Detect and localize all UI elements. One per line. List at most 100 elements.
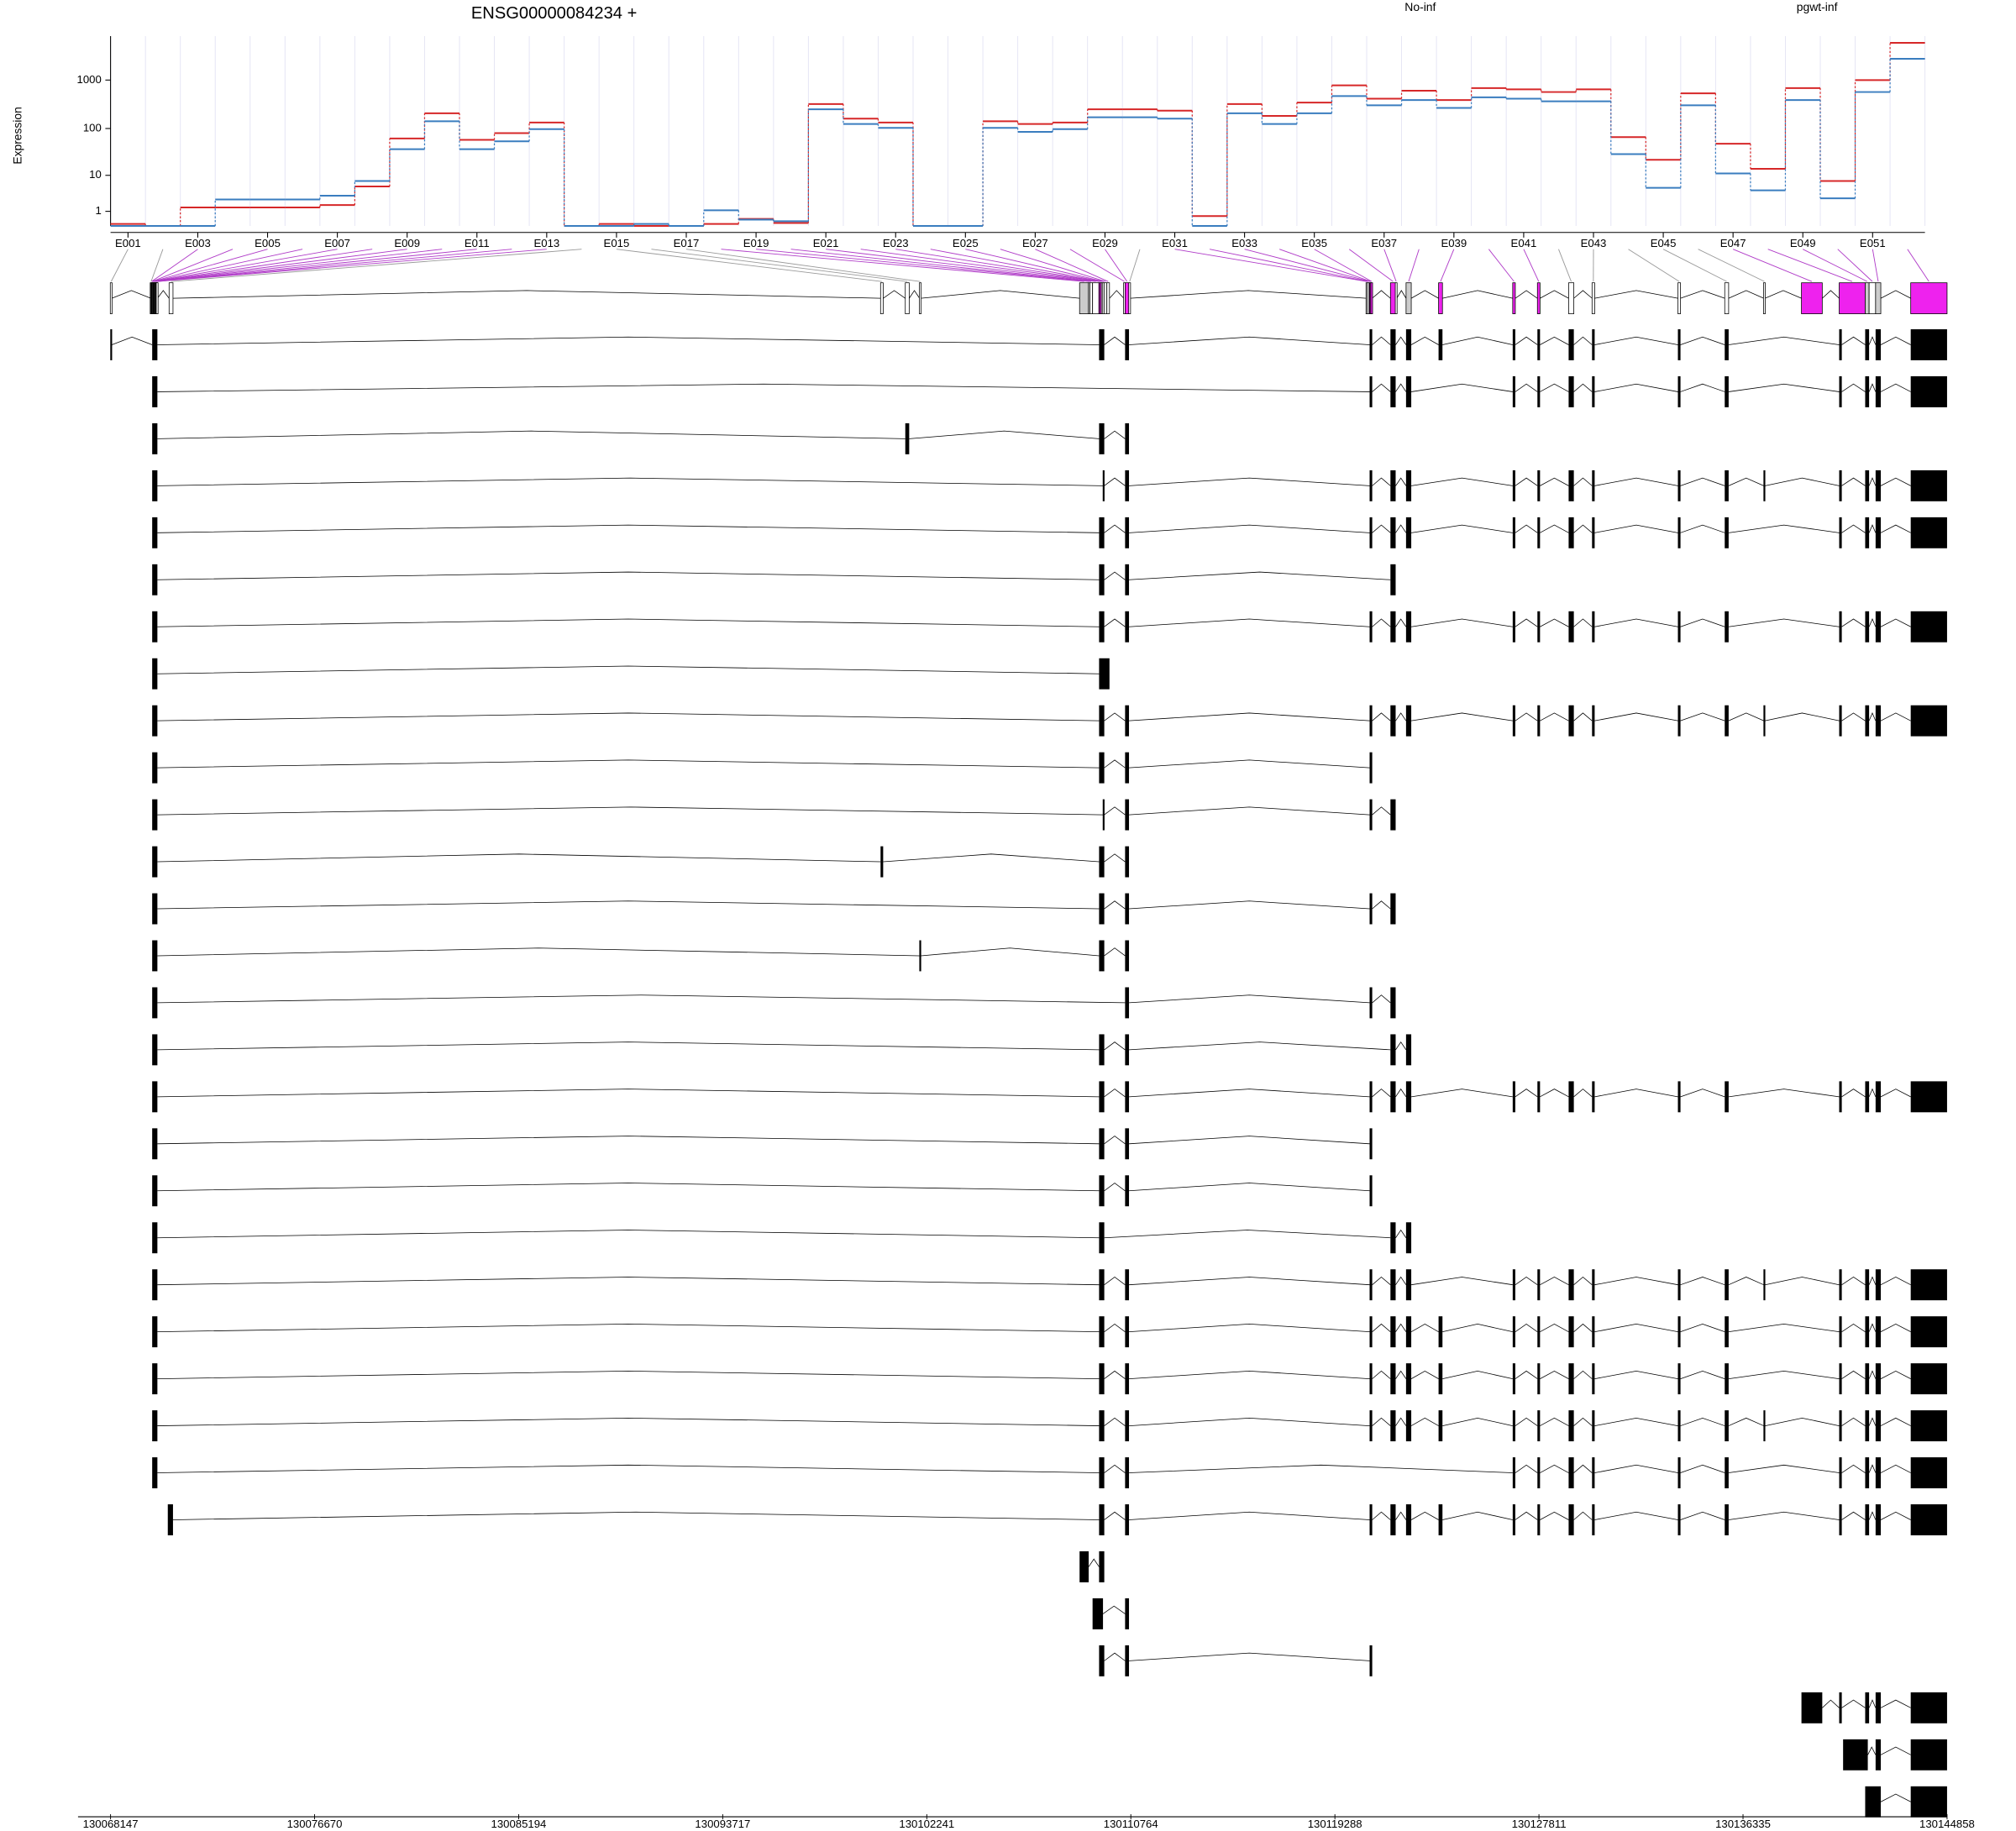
intron <box>1880 290 1911 299</box>
intron <box>157 430 906 439</box>
transcript-exon <box>1099 940 1105 972</box>
transcript-exon <box>1405 1363 1412 1395</box>
transcript-exon <box>1875 1410 1882 1442</box>
intron <box>1822 1699 1840 1708</box>
transcript-exon <box>1438 329 1443 360</box>
intron <box>1765 712 1840 721</box>
intron <box>1594 1464 1678 1473</box>
transcript-exon <box>1568 1504 1574 1535</box>
transcript-exon <box>1125 517 1130 548</box>
transcript-exon <box>1099 329 1105 360</box>
intron <box>1130 290 1367 299</box>
intron <box>157 1464 1100 1473</box>
exon-link <box>1732 249 1813 282</box>
intron <box>1841 1417 1866 1426</box>
intron <box>1880 383 1911 392</box>
intron <box>1728 1324 1840 1333</box>
transcript-exon <box>1725 1363 1729 1395</box>
exon-label: E011 <box>465 237 490 249</box>
intron <box>1540 1323 1569 1332</box>
transcript-exon <box>1865 1457 1870 1488</box>
transcript-exon <box>1592 470 1595 501</box>
transcript-exon <box>1099 1504 1105 1535</box>
transcript-exon <box>1910 611 1947 643</box>
transcript-exon <box>1910 705 1947 737</box>
transcript-exon <box>1537 611 1541 643</box>
transcript-exon <box>1390 1410 1396 1442</box>
intron <box>1841 524 1866 533</box>
exon-link <box>1698 249 1765 282</box>
intron <box>1411 524 1513 533</box>
intron <box>1868 1464 1877 1473</box>
intron <box>1104 1183 1126 1192</box>
intron <box>1594 1089 1678 1098</box>
transcript-exon <box>1405 1316 1412 1348</box>
intron <box>1410 1417 1439 1426</box>
x-tick-label: 130085194 <box>491 1818 547 1830</box>
transcript-exon <box>1839 1363 1842 1395</box>
transcript-exon <box>1865 1316 1870 1348</box>
intron <box>909 430 1100 439</box>
intron <box>157 290 170 299</box>
transcript-exon <box>1369 1081 1373 1113</box>
transcript-exon <box>152 611 158 643</box>
intron <box>1395 1370 1407 1379</box>
transcript-exon <box>1910 1457 1947 1488</box>
intron <box>1573 524 1593 533</box>
transcript-exon <box>1099 1175 1105 1207</box>
intron <box>1395 1323 1407 1332</box>
transcript-exon <box>1677 1269 1681 1301</box>
transcript-exon <box>1390 893 1396 925</box>
transcript-exon <box>1725 1457 1729 1488</box>
intron <box>1395 1229 1407 1238</box>
transcript-exon <box>1369 799 1373 831</box>
exon-link <box>154 249 373 282</box>
intron <box>1680 477 1725 486</box>
transcript-exon <box>152 705 158 737</box>
exon-link <box>1872 249 1879 282</box>
transcript-exon <box>1099 752 1105 784</box>
intron <box>1680 1089 1725 1098</box>
intron <box>1372 806 1391 816</box>
transcript-exon <box>1875 1739 1882 1771</box>
transcript-exon <box>1099 1410 1105 1442</box>
transcript-exon <box>1592 375 1595 407</box>
intron <box>1594 524 1678 533</box>
transcript-exon <box>1839 611 1842 643</box>
transcript-exon <box>1512 329 1515 360</box>
transcript-exon <box>1512 1269 1515 1301</box>
exon <box>155 282 159 314</box>
intron <box>1868 1699 1877 1708</box>
intron <box>1104 1230 1391 1239</box>
transcript-exon <box>1910 1363 1947 1395</box>
exon-link <box>1907 249 1929 282</box>
exon <box>1438 282 1443 314</box>
intron <box>1104 947 1126 957</box>
transcript-exon <box>1099 705 1105 737</box>
transcript-exon <box>152 1363 158 1395</box>
intron <box>1395 524 1407 533</box>
intron <box>1515 524 1538 533</box>
exon-link <box>155 249 477 282</box>
transcript-exon <box>1390 705 1396 737</box>
intron <box>1372 1511 1391 1520</box>
exon-label: E035 <box>1301 237 1327 249</box>
legend-entry: pgwt-inf <box>1797 0 1838 13</box>
transcript-exon <box>1910 1316 1947 1348</box>
transcript-exon <box>1875 1457 1882 1488</box>
intron <box>1395 1417 1407 1426</box>
transcript-exon <box>1725 329 1729 360</box>
transcript-exon <box>1125 564 1130 595</box>
intron <box>1680 1324 1725 1333</box>
intron <box>1841 383 1866 392</box>
transcript-exon <box>1537 1269 1541 1301</box>
transcript-exon <box>1099 1128 1105 1160</box>
intron <box>1104 1511 1126 1520</box>
transcript-exon <box>1125 1081 1130 1113</box>
intron <box>1104 712 1126 721</box>
transcript-exon <box>1865 470 1870 501</box>
transcript-exon <box>1537 375 1541 407</box>
intron <box>1442 1511 1513 1520</box>
